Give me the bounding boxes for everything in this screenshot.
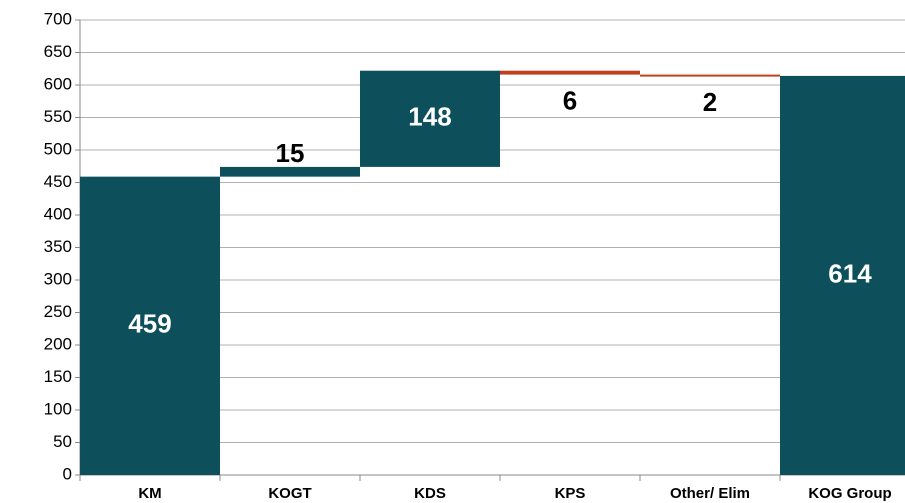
y-tick-label: 100: [44, 399, 72, 418]
bar: [500, 70, 640, 75]
x-tick-label: KPS: [555, 485, 586, 502]
value-label: 614: [828, 258, 872, 288]
y-tick-label: 350: [44, 237, 72, 256]
y-tick-label: 400: [44, 204, 72, 223]
value-label: 15: [276, 138, 305, 168]
y-tick-label: 50: [53, 432, 72, 451]
bar: [780, 75, 905, 476]
y-tick-label: 600: [44, 74, 72, 93]
x-tick-label: KOGT: [268, 485, 311, 502]
value-label: 459: [128, 309, 171, 339]
x-tick-label: Other/ Elim: [670, 485, 750, 502]
y-tick-label: 150: [44, 367, 72, 386]
x-tick-label: KM: [138, 485, 161, 502]
y-tick-label: 700: [44, 9, 72, 28]
y-tick-label: 650: [44, 42, 72, 61]
value-label: 2: [703, 87, 717, 117]
bar: [360, 70, 500, 167]
bar: [80, 176, 220, 475]
x-tick-label: KDS: [414, 485, 446, 502]
y-tick-label: 450: [44, 172, 72, 191]
value-label: 148: [408, 102, 451, 132]
value-label: 6: [563, 85, 577, 115]
y-tick-label: 0: [63, 464, 72, 483]
x-tick-label: KOG Group: [808, 485, 891, 502]
y-tick-label: 200: [44, 334, 72, 353]
y-tick-label: 550: [44, 107, 72, 126]
y-tick-label: 300: [44, 269, 72, 288]
bar: [220, 166, 360, 177]
bar: [640, 74, 780, 77]
y-tick-label: 500: [44, 139, 72, 158]
y-tick-label: 250: [44, 302, 72, 321]
